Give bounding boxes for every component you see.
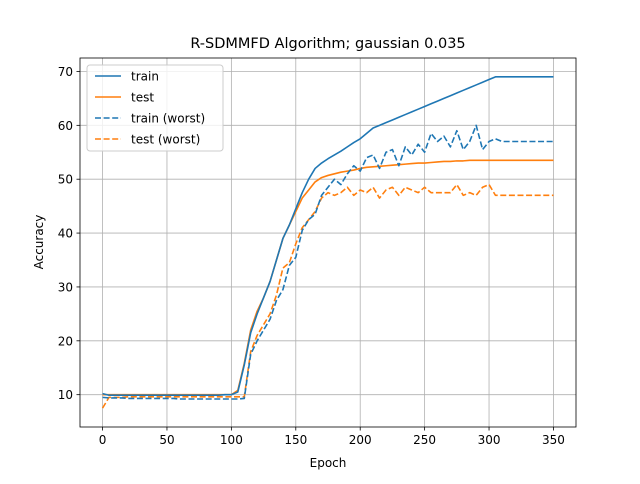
y-tick-label: 70 xyxy=(58,65,73,79)
x-tick-label: 100 xyxy=(220,433,243,447)
ticks: 0 50 100 150 200 250 300 350 10 20 30 40 50 60 70 xyxy=(58,65,565,447)
y-tick-label: 30 xyxy=(58,280,73,294)
legend-label: train xyxy=(131,70,159,84)
legend-label: test xyxy=(131,91,154,105)
x-tick-label: 200 xyxy=(349,433,372,447)
x-tick-label: 150 xyxy=(284,433,307,447)
series-line-test-worst xyxy=(101,183,554,409)
legend-label: test (worst) xyxy=(131,133,200,147)
series-layer xyxy=(101,76,554,409)
y-tick-label: 10 xyxy=(58,388,73,402)
y-tick-label: 50 xyxy=(58,173,73,187)
legend-label: train (worst) xyxy=(131,112,205,126)
legend: train test train (worst) test (worst) xyxy=(86,64,224,152)
series-line-train xyxy=(102,76,554,397)
legend-box xyxy=(86,64,224,152)
plot-frame xyxy=(79,57,577,428)
x-tick-label: 50 xyxy=(159,433,174,447)
x-tick-label: 0 xyxy=(99,433,107,447)
x-tick-label: 350 xyxy=(542,433,565,447)
x-tick-label: 250 xyxy=(413,433,436,447)
series-line-train-worst xyxy=(102,124,554,400)
y-tick-label: 20 xyxy=(58,334,73,348)
y-tick-label: 60 xyxy=(58,119,73,133)
x-axis-label: Epoch xyxy=(310,456,347,470)
y-tick-label: 40 xyxy=(58,227,73,241)
x-tick-label: 300 xyxy=(478,433,501,447)
chart-title: R-SDMMFD Algorithm; gaussian 0.035 xyxy=(190,36,465,52)
y-axis-label: Accuracy xyxy=(32,215,46,270)
